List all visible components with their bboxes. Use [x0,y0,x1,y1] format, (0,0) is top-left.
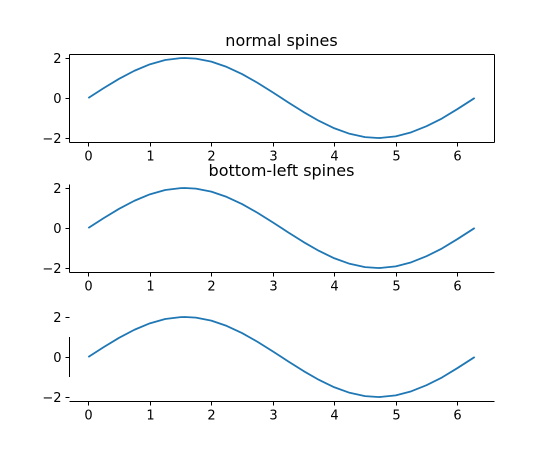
y-tick-label: 2 [53,52,61,67]
subplot-title: normal spines [225,31,337,50]
y-tick-label: −2 [42,262,61,277]
y-tick-label: 0 [53,351,61,366]
x-tick-label: 6 [453,280,461,295]
x-tick-label: 4 [330,150,338,165]
x-tick-label: 1 [146,150,154,165]
x-tick-label: 3 [269,409,277,424]
y-tick-label: 2 [53,182,61,197]
series-line [87,187,476,269]
x-tick-label: 3 [269,150,277,165]
y-tick-label: 2 [53,311,61,326]
subplot-bottom-left-spines: bottom-left spines 0 1 2 3 4 5 6 2 0 −2 [42,161,495,295]
subplot-title: bottom-left spines [209,161,355,180]
x-tick-label: 1 [146,280,154,295]
x-tick-label: 5 [392,150,400,165]
x-tick-label: 2 [207,150,215,165]
x-tick-label: 2 [207,409,215,424]
x-tick-label: 4 [330,280,338,295]
y-tick-label: 0 [53,92,61,107]
subplot-partial-spines: 0 1 2 3 4 5 6 2 0 −2 [42,311,495,424]
subplot-normal-spines: normal spines 0 1 2 3 4 5 6 2 0 −2 [42,31,495,165]
x-tick-label: 0 [84,150,92,165]
x-tick-label: 5 [392,280,400,295]
x-tick-label: 3 [269,280,277,295]
y-tick-label: −2 [42,132,61,147]
x-tick-label: 0 [84,409,92,424]
x-tick-label: 5 [392,409,400,424]
y-tick-label: 0 [53,222,61,237]
x-tick-label: 0 [84,280,92,295]
x-tick-label: 6 [453,150,461,165]
x-tick-label: 2 [207,280,215,295]
x-tick-label: 1 [146,409,154,424]
series-line [87,57,476,139]
y-tick-label: −2 [42,391,61,406]
x-tick-label: 6 [453,409,461,424]
x-tick-label: 4 [330,409,338,424]
series-line [87,316,476,398]
